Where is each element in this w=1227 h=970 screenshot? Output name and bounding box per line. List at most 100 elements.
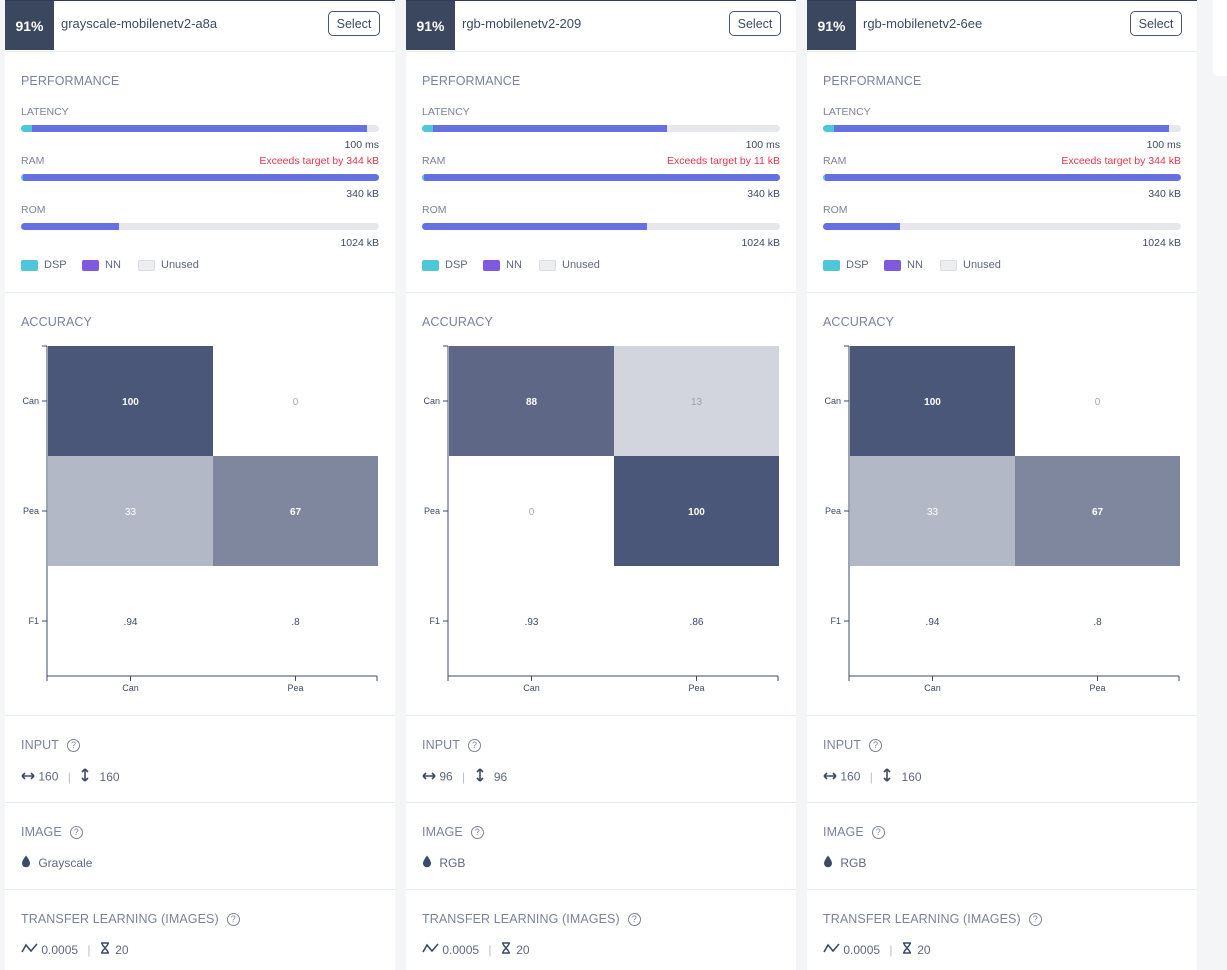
accuracy-title: ACCURACY: [823, 315, 894, 329]
separator: |: [87, 942, 91, 957]
x-tick-label: Can: [122, 683, 139, 693]
latency-bar-nn: [834, 125, 1169, 132]
help-icon[interactable]: ?: [226, 913, 240, 926]
height-arrow-icon: [882, 768, 895, 785]
nn-swatch: [82, 259, 99, 271]
ram-label: RAM: [422, 155, 446, 167]
latency-value: 100 ms: [344, 139, 379, 151]
transfer-title: TRANSFER LEARNING (IMAGES)?: [422, 912, 641, 926]
section-divider: [807, 715, 1197, 716]
matrix-cell-value: 67: [290, 507, 302, 518]
legend-nn: NN: [82, 259, 121, 273]
droplet-icon: [422, 855, 435, 871]
matrix-cell: [1015, 456, 1180, 566]
input-dimensions: 96 | 96: [422, 768, 507, 785]
latency-bar-nn: [433, 125, 667, 132]
help-icon[interactable]: ?: [871, 826, 885, 839]
matrix-cell-value: 0: [293, 397, 299, 408]
legend-unused-label: Unused: [161, 259, 199, 271]
legend-nn: NN: [884, 259, 923, 273]
learning-rate: 0.0005: [442, 942, 480, 957]
help-icon[interactable]: ?: [69, 826, 83, 839]
ram-bar-dsp: [21, 174, 23, 181]
latency-bar-dsp: [422, 125, 433, 132]
ram-bar-dsp: [823, 174, 825, 181]
image-title: IMAGE?: [823, 825, 885, 839]
f1-score: .86: [690, 617, 704, 628]
y-tick-label: Pea: [424, 506, 440, 516]
unused-swatch: [940, 259, 957, 271]
accuracy-title: ACCURACY: [422, 315, 493, 329]
width-arrow-icon: [823, 770, 840, 784]
image-title: IMAGE?: [21, 825, 83, 839]
ram-value: 340 kB: [747, 188, 780, 200]
select-button[interactable]: Select: [1130, 11, 1182, 36]
legend-nn-label: NN: [506, 259, 522, 271]
ram-value: 340 kB: [346, 188, 379, 200]
legend-unused-label: Unused: [562, 259, 600, 271]
help-icon[interactable]: ?: [1028, 913, 1042, 926]
rom-label: ROM: [823, 204, 848, 216]
y-tick-label: Can: [824, 396, 841, 406]
section-divider: [807, 292, 1197, 293]
matrix-cell-value: 100: [688, 507, 705, 518]
help-icon[interactable]: ?: [470, 826, 484, 839]
hourglass-icon: [100, 942, 113, 957]
help-icon[interactable]: ?: [468, 739, 481, 752]
select-button[interactable]: Select: [729, 11, 781, 36]
ram-bar: [21, 174, 379, 181]
confusion-matrix: 100 0 33 67 .94 .8 Can Pea F1 Can Pea: [824, 345, 1180, 693]
latency-label: LATENCY: [823, 106, 871, 118]
dsp-swatch: [823, 259, 840, 271]
height-arrow-icon: [80, 768, 93, 785]
card-header: 91% grayscale-mobilenetv2-a8a Select: [5, 1, 395, 52]
input-title: INPUT?: [422, 738, 481, 752]
legend-dsp-label: DSP: [44, 259, 67, 271]
droplet-icon: [823, 855, 836, 871]
transfer-title: TRANSFER LEARNING (IMAGES)?: [823, 912, 1042, 926]
ram-bar: [422, 174, 780, 181]
help-icon[interactable]: ?: [869, 739, 882, 752]
ram-bar-nn: [23, 174, 379, 181]
latency-bar: [823, 125, 1181, 132]
matrix-cell: [614, 346, 779, 456]
ram-label: RAM: [823, 155, 847, 167]
rom-bar-nn: [422, 223, 647, 230]
accuracy-title: ACCURACY: [21, 315, 92, 329]
rom-value: 1024 kB: [340, 237, 379, 249]
transfer-title-text: TRANSFER LEARNING (IMAGES): [21, 912, 219, 926]
legend-nn-label: NN: [907, 259, 923, 271]
epochs: 20: [917, 942, 931, 957]
accuracy-badge: 91%: [5, 1, 54, 50]
latency-bar: [422, 125, 780, 132]
ram-bar: [823, 174, 1181, 181]
matrix-cell-value: 67: [1092, 507, 1104, 518]
input-title-text: INPUT: [21, 738, 59, 752]
input-height: 160: [99, 769, 120, 784]
rom-bar-nn: [21, 223, 119, 230]
rom-value: 1024 kB: [741, 237, 780, 249]
help-icon[interactable]: ?: [627, 913, 641, 926]
hourglass-icon: [902, 942, 915, 957]
card-header: 91% rgb-mobilenetv2-209 Select: [406, 1, 796, 52]
separator: |: [889, 942, 893, 957]
help-icon[interactable]: ?: [67, 739, 80, 752]
section-divider: [807, 802, 1197, 803]
unused-swatch: [539, 259, 556, 271]
model-card: 91% grayscale-mobilenetv2-a8a Select PER…: [5, 0, 395, 970]
ram-warning: Exceeds target by 344 kB: [259, 155, 379, 167]
select-button[interactable]: Select: [328, 11, 380, 36]
section-divider: [5, 292, 395, 293]
x-tick-label: Pea: [1089, 683, 1105, 693]
transfer-settings: 0.0005 | 20: [823, 942, 931, 957]
legend-dsp: DSP: [422, 259, 468, 273]
image-mode: Grayscale: [21, 855, 92, 871]
droplet-icon: [21, 855, 34, 871]
matrix-cell: [614, 456, 779, 566]
latency-label: LATENCY: [21, 106, 69, 118]
matrix-cell-value: 0: [529, 507, 535, 518]
transfer-title-text: TRANSFER LEARNING (IMAGES): [422, 912, 620, 926]
ram-bar-nn: [825, 174, 1181, 181]
model-card: 91% rgb-mobilenetv2-209 Select PERFORMAN…: [406, 0, 796, 970]
x-tick-label: Pea: [287, 683, 303, 693]
